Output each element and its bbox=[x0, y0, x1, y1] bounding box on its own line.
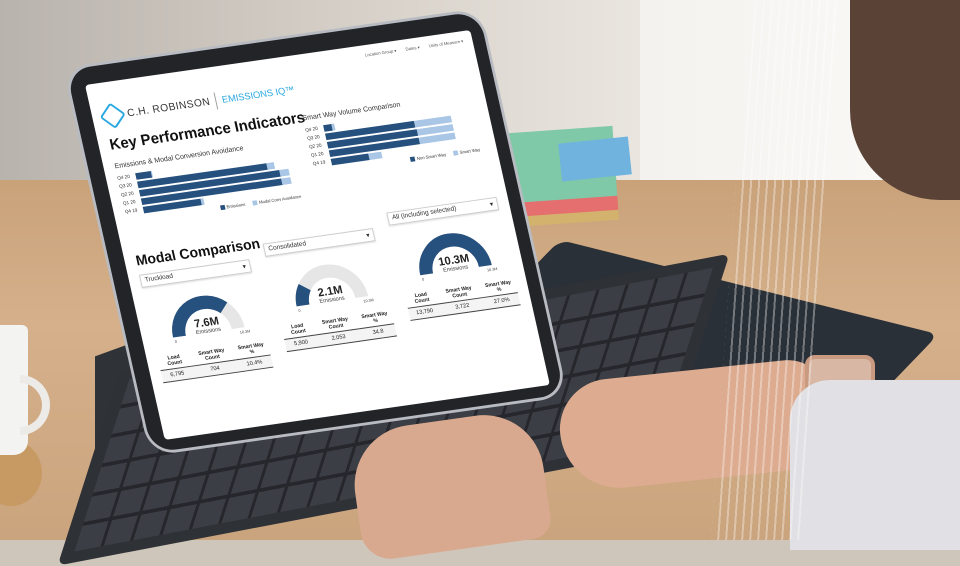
sticky-notes-blue bbox=[558, 136, 632, 182]
location-group-menu[interactable]: Location Group ▾ bbox=[364, 48, 397, 58]
legend-item: Emissions bbox=[219, 201, 246, 211]
mode-select[interactable]: Consolidated ▾ bbox=[262, 228, 376, 257]
units-menu[interactable]: Units of Measure ▾ bbox=[428, 38, 464, 49]
select-value: Consolidated bbox=[267, 240, 307, 253]
gauge-max: 10.3M bbox=[239, 328, 251, 335]
gauge-max: 10.3M bbox=[486, 266, 498, 273]
chr-logo-icon bbox=[99, 102, 126, 129]
legend-label: Non Smart Way bbox=[416, 152, 447, 161]
legend-item: Smart Way bbox=[452, 147, 481, 156]
legend-label: Smart Way bbox=[459, 147, 481, 155]
chevron-down-icon: ▾ bbox=[242, 263, 247, 271]
gauge-fill bbox=[419, 233, 492, 276]
chevron-down-icon: ▾ bbox=[365, 232, 371, 240]
select-value: Truckload bbox=[144, 273, 174, 284]
legend-label: Emissions bbox=[225, 201, 246, 210]
bar-secondary bbox=[331, 123, 336, 131]
bar-secondary bbox=[150, 170, 153, 178]
bar-secondary bbox=[200, 197, 205, 205]
gauge-max: 10.3M bbox=[362, 297, 375, 304]
divider bbox=[213, 92, 219, 110]
gauge-fill bbox=[295, 283, 311, 307]
stats-table: Load Count Smart Way Count Smart Way % 6,7… bbox=[157, 339, 274, 384]
stats-table: Load Count Smart Way Count Smart Way % 13,… bbox=[404, 277, 521, 321]
modal-card: Truckload ▾ 7.6M Emissions 0 10.3M Load C… bbox=[139, 259, 274, 384]
stats-table: Load Count Smart Way Count Smart Way % 5,9… bbox=[280, 308, 397, 352]
bar-secondary bbox=[280, 176, 292, 185]
bar-secondary bbox=[367, 151, 383, 160]
tick-label: Q4 19 bbox=[312, 159, 327, 168]
emissions-gauge: 2.1M Emissions 0 10.3M bbox=[287, 257, 374, 313]
tick-label: Q4 19 bbox=[124, 207, 139, 216]
arm-sleeve bbox=[790, 380, 960, 550]
mode-select[interactable]: All (including selected) ▾ bbox=[386, 196, 500, 226]
select-value: All (including selected) bbox=[391, 205, 458, 222]
modal-card: Consolidated ▾ 2.1M Emissions 0 10.3M Loa… bbox=[262, 228, 397, 352]
emissions-gauge: 7.6M Emissions 0 10.3M bbox=[163, 288, 251, 344]
product-name: EMISSIONS IQ™ bbox=[220, 84, 296, 106]
bar-secondary bbox=[266, 161, 276, 170]
emissions-gauge: 10.3M Emissions 0 10.3M bbox=[410, 226, 498, 282]
tablet-screen: Location Group ▾ Dates ▾ Units of Measur… bbox=[85, 29, 550, 440]
modal-card: All (including selected) ▾ 10.3M Emission… bbox=[386, 196, 521, 321]
legend-item: Non Smart Way bbox=[410, 152, 447, 163]
bar-secondary bbox=[278, 168, 290, 177]
brand-name: C.H. ROBINSON bbox=[126, 96, 212, 120]
dates-menu[interactable]: Dates ▾ bbox=[405, 44, 421, 52]
gauge-fill bbox=[172, 295, 228, 338]
chevron-down-icon: ▾ bbox=[489, 201, 495, 209]
